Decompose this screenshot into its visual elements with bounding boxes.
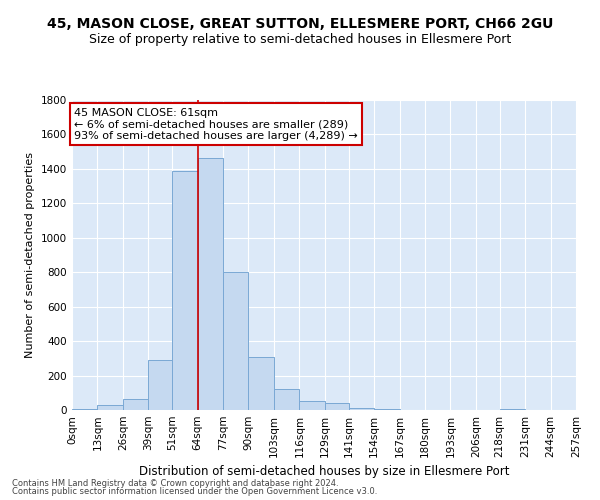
Bar (172, 170, 197, 410)
Bar (248, 358, 274, 410)
Text: 45 MASON CLOSE: 61sqm
← 6% of semi-detached houses are smaller (289)
93% of semi: 45 MASON CLOSE: 61sqm ← 6% of semi-detac… (74, 108, 358, 141)
Text: Contains public sector information licensed under the Open Government Licence v3: Contains public sector information licen… (12, 487, 377, 496)
Bar (374, 409, 400, 410)
Bar (325, 403, 349, 410)
Bar (148, 360, 172, 410)
Bar (299, 402, 325, 410)
Bar (349, 408, 374, 410)
Bar (500, 408, 525, 410)
X-axis label: Distribution of semi-detached houses by size in Ellesmere Port: Distribution of semi-detached houses by … (139, 466, 509, 478)
Bar (274, 390, 299, 410)
Text: Contains HM Land Registry data © Crown copyright and database right 2024.: Contains HM Land Registry data © Crown c… (12, 478, 338, 488)
Text: 45, MASON CLOSE, GREAT SUTTON, ELLESMERE PORT, CH66 2GU: 45, MASON CLOSE, GREAT SUTTON, ELLESMERE… (47, 18, 553, 32)
Bar (223, 272, 248, 410)
Text: Size of property relative to semi-detached houses in Ellesmere Port: Size of property relative to semi-detach… (89, 32, 511, 46)
Y-axis label: Number of semi-detached properties: Number of semi-detached properties (25, 152, 35, 358)
Bar (97, 405, 123, 410)
Bar (123, 399, 148, 410)
Bar (197, 158, 223, 410)
Bar (72, 408, 97, 410)
